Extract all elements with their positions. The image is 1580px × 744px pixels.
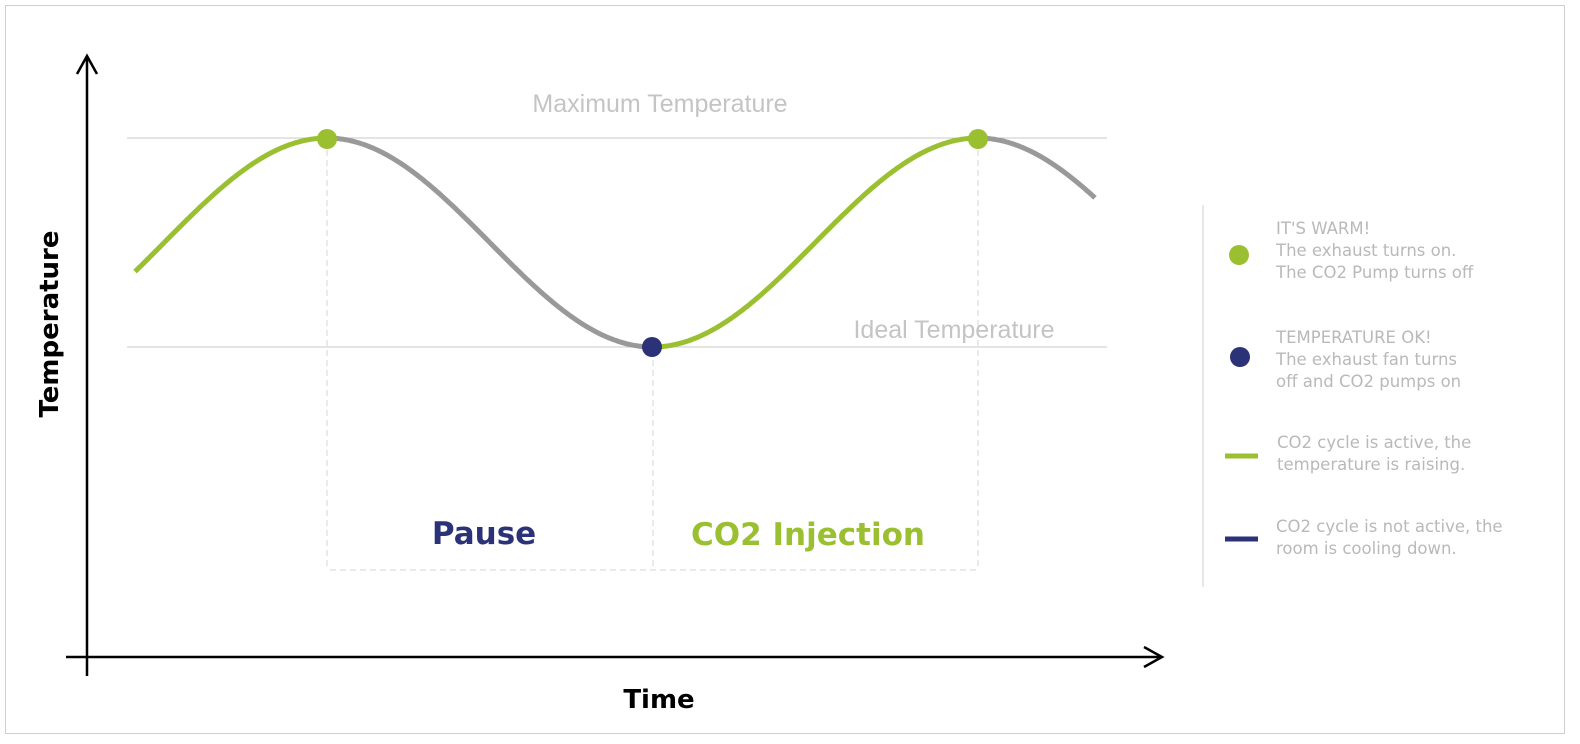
curve-segment-rising <box>133 135 327 274</box>
legend-item-ok: TEMPERATURE OK! The exhaust fan turns of… <box>1276 328 1462 391</box>
legend-navy-dot-icon <box>1230 347 1250 367</box>
phase-injection-label: CO2 Injection <box>691 517 925 553</box>
curve-segment-rising <box>651 135 979 350</box>
curve-segment-cooling <box>977 135 1097 200</box>
legend-item-active: CO2 cycle is active, the temperature is … <box>1277 433 1472 474</box>
warm-point-marker <box>317 129 337 149</box>
warm-point-marker <box>968 129 988 149</box>
y-axis-label: Temperature <box>35 230 65 417</box>
ok-point-marker <box>642 337 662 357</box>
phase-pause-label: Pause <box>432 516 536 552</box>
ideal-temperature-label: Ideal Temperature <box>853 316 1054 344</box>
x-axis-label: Time <box>623 685 694 715</box>
curve-segment-cooling <box>327 135 653 350</box>
x-axis-arrow-icon <box>1143 645 1165 669</box>
frame-border <box>5 5 1565 734</box>
legend-green-dot-icon <box>1229 245 1249 265</box>
y-axis-arrow-icon <box>75 53 99 75</box>
legend-item-warm: IT'S WARM! The exhaust turns on. The CO2… <box>1276 219 1474 282</box>
max-temperature-label: Maximum Temperature <box>532 90 787 118</box>
legend-item-inactive: CO2 cycle is not active, the room is coo… <box>1276 517 1503 558</box>
